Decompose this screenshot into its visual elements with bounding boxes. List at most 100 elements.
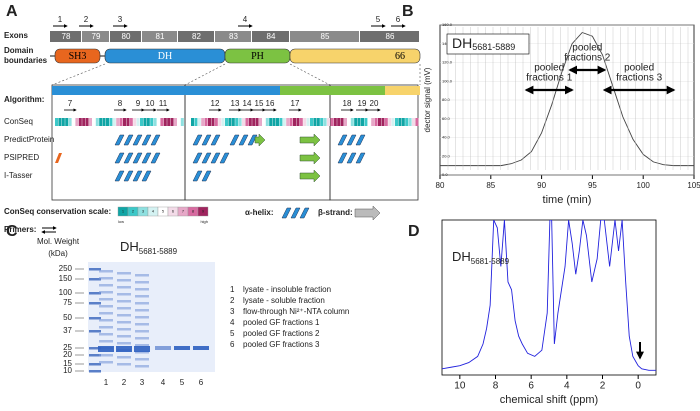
residue (146, 118, 150, 126)
gel-band (135, 309, 149, 312)
helix (192, 170, 203, 182)
y-tick-label: 60.0 (442, 116, 451, 121)
lane-number: 3 (140, 378, 145, 387)
exon (110, 31, 141, 42)
residue (286, 118, 290, 126)
gel-band (135, 316, 149, 319)
gel-band (117, 314, 131, 317)
primer-number: 19 (358, 99, 367, 108)
gel-band (99, 312, 113, 315)
residue (194, 118, 198, 126)
helix (150, 152, 161, 164)
target-band (193, 346, 209, 350)
x-tick-label: 105 (687, 181, 700, 190)
gel-band (135, 288, 149, 291)
domain-label: Domain (4, 46, 33, 55)
strand (254, 133, 266, 147)
chart-title: DH5681-5889 (452, 249, 510, 266)
primer-number: 2 (84, 15, 89, 24)
residue (384, 118, 388, 126)
helix (346, 134, 357, 146)
x-tick-label: 6 (528, 381, 534, 392)
residue (289, 118, 293, 126)
mw-marker: 20 (63, 350, 72, 359)
gel-band (135, 323, 149, 326)
residue (201, 118, 205, 126)
zoom-domain (185, 86, 280, 95)
gel-band (135, 337, 149, 340)
residue (78, 118, 82, 126)
gel-band (99, 319, 113, 322)
y-tick-label: 160.0 (442, 22, 453, 27)
target-band (116, 346, 132, 352)
scale-number: 1 (122, 209, 125, 214)
helix (150, 134, 161, 146)
residue (272, 118, 276, 126)
gel-band (99, 361, 113, 364)
gel-band (135, 358, 149, 361)
primer-number: 11 (159, 99, 168, 108)
residue (221, 118, 225, 126)
mw-marker: 100 (59, 288, 73, 297)
gel-band (135, 330, 149, 333)
exons-label: Exons (4, 31, 29, 40)
y-tick-label: 100.0 (442, 78, 453, 83)
primer-number: 9 (136, 99, 141, 108)
residue (238, 118, 242, 126)
gel-band (135, 274, 149, 277)
residue (378, 118, 381, 126)
helix (219, 152, 230, 164)
helix (210, 134, 221, 146)
residue (180, 118, 184, 126)
ladder-band (89, 317, 101, 320)
residue (401, 118, 405, 126)
residue (269, 118, 273, 126)
data-line (440, 31, 694, 167)
residue (102, 118, 106, 126)
helix (123, 152, 134, 164)
residue (119, 118, 123, 126)
primer-number: 14 (243, 99, 252, 108)
residue (364, 118, 368, 126)
residue (72, 118, 75, 126)
residue (89, 118, 92, 126)
helix (114, 134, 125, 146)
residue (126, 118, 130, 126)
residue (160, 118, 164, 126)
residue (208, 118, 211, 126)
helix (355, 134, 366, 146)
gel-band (135, 351, 149, 354)
title-sub: 5681-5889 (472, 42, 515, 52)
residue (354, 118, 358, 126)
residue (75, 118, 79, 126)
residue (262, 118, 266, 126)
mw-marker: 150 (59, 274, 73, 283)
y-tick-label: 0.0 (442, 172, 448, 177)
strand (299, 151, 321, 165)
x-tick-label: 4 (564, 381, 570, 392)
residue (197, 118, 201, 126)
primer-number: 13 (231, 99, 240, 108)
scale-high: high (200, 219, 208, 224)
x-tick-label: 90 (537, 181, 546, 190)
exon (290, 31, 359, 42)
residue (347, 118, 351, 126)
primer-number: 15 (255, 99, 264, 108)
domain-label: boundaries (4, 56, 48, 65)
residue (218, 118, 222, 126)
helix (141, 134, 152, 146)
gel-band (135, 281, 149, 284)
exon (82, 31, 109, 42)
gel-band (117, 307, 131, 310)
residue (163, 118, 167, 126)
helix (123, 134, 134, 146)
residue (245, 118, 249, 126)
scale-number: 9 (202, 209, 205, 214)
gel-band (99, 340, 113, 343)
helix (141, 170, 152, 182)
residue (177, 118, 181, 126)
lane-number: 1 (104, 378, 109, 387)
target-band (174, 346, 190, 350)
x-tick-label: 0 (635, 381, 641, 392)
zoom-domain (385, 86, 420, 95)
